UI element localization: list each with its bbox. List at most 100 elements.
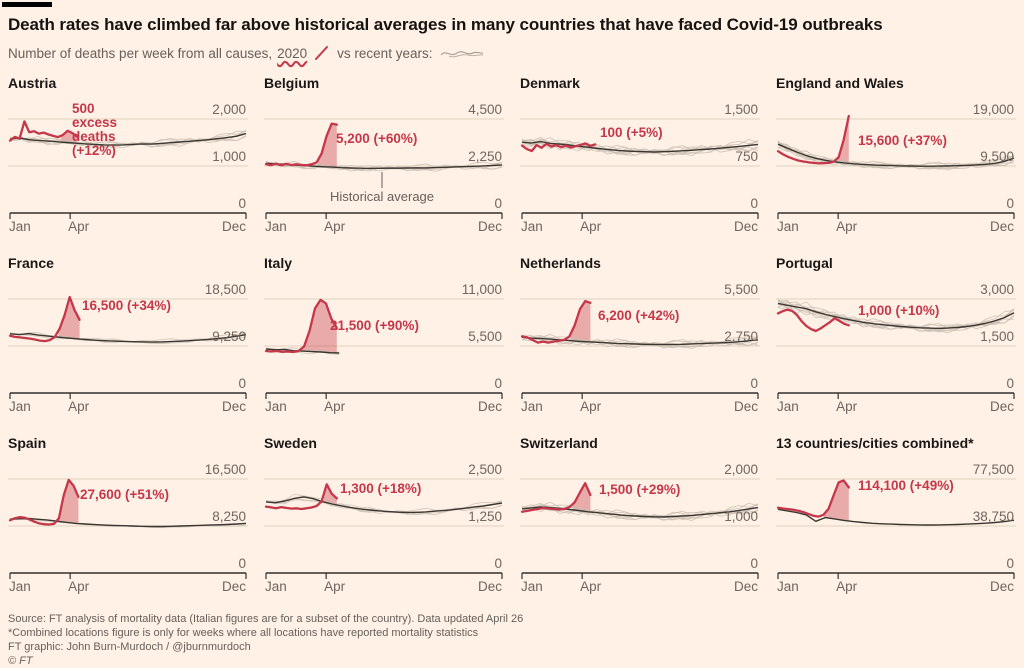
line-2020 (776, 479, 850, 518)
combined-footnote: *Combined locations figure is only for w… (8, 627, 479, 639)
excess-deaths-area (317, 123, 337, 168)
panel-title: England and Wales (776, 75, 904, 91)
y-tick-label: 1,500 (724, 102, 758, 117)
x-tick-label: Jan (521, 399, 543, 414)
excess-deaths-label: 6,200 (+42%) (598, 308, 679, 323)
recent-years-lines-legend-icon (441, 51, 484, 58)
y-tick-label: 1,000 (212, 149, 246, 164)
chart-panel-switzerland: Switzerland 2,000 1,000 0 Jan Apr Dec 1,500 (+2… (520, 435, 760, 600)
chart-header: Death rates have climbed far above histo… (0, 14, 1024, 61)
line-2020 (8, 295, 81, 343)
x-tick-label: Apr (324, 399, 346, 414)
source-note: Source: FT analysis of mortality data (I… (8, 613, 524, 625)
y-tick-label: 1,500 (980, 329, 1014, 344)
panel-title: 13 countries/cities combined* (776, 435, 974, 451)
excess-deaths-label: 15,600 (+37%) (858, 133, 947, 148)
charts-grid: Austria 2,000 1,000 0 Jan Apr Dec 500 excess deat… (8, 75, 1016, 600)
y-tick-label: 9,250 (212, 329, 246, 344)
chart-footer: Source: FT analysis of mortality data (I… (8, 612, 1024, 668)
panel-chart: 1,500 750 0 Jan Apr Dec 100 (+5%) (520, 102, 760, 234)
y-tick-label: 2,250 (468, 149, 502, 164)
x-tick-label: Jan (777, 399, 799, 414)
y-tick-label: 0 (750, 556, 758, 571)
y-tick-label: 0 (750, 376, 758, 391)
excess-deaths-area (824, 480, 849, 521)
chart-panel-france: France 18,500 9,250 0 Jan Apr Dec 16,500 (+34%) (8, 255, 248, 420)
excess-deaths-label: 500 (72, 101, 95, 116)
panel-title: Spain (8, 435, 47, 451)
x-tick-label: Apr (580, 579, 602, 594)
historical-average-annotation: Historical average (330, 189, 434, 204)
x-tick-label: Jan (9, 579, 31, 594)
historical-average-line (777, 508, 1015, 526)
historical-average-line (521, 140, 759, 153)
chart-panel-spain: Spain 16,500 8,250 0 Jan Apr Dec 27,600 (+51%) (8, 435, 248, 600)
panel-title: Belgium (264, 75, 320, 91)
y-tick-label: 750 (735, 149, 758, 164)
chart-panel-denmark: Denmark 1,500 750 0 Jan Apr Dec 100 (+5%) (520, 75, 760, 240)
panel-chart: 2,000 1,000 0 Jan Apr Dec 500excessdeaths(+12%… (8, 101, 248, 234)
y-tick-label: 0 (1006, 196, 1014, 211)
y-tick-label: 0 (1006, 556, 1014, 571)
y-tick-label: 0 (494, 376, 502, 391)
line-2020 (520, 482, 592, 513)
historical-average-line (9, 332, 247, 343)
panel-title: Netherlands (520, 255, 601, 271)
y-tick-label: 1,250 (468, 509, 502, 524)
excess-deaths-label: excess (72, 115, 117, 130)
excess-deaths-label: 1,300 (+18%) (340, 481, 421, 496)
x-tick-label: Jan (9, 219, 31, 234)
excess-deaths-area (835, 116, 849, 164)
chart-panel-england-and-wales: England and Wales 19,000 9,500 0 Jan Apr Dec 15… (776, 75, 1016, 240)
x-tick-label: Apr (68, 219, 90, 234)
recent-year-line (9, 135, 247, 149)
y-tick-label: 38,750 (973, 509, 1014, 524)
red-line-legend-icon (315, 46, 329, 60)
excess-deaths-label: 1,000 (+10%) (858, 303, 939, 318)
excess-deaths-label: 114,100 (+49%) (858, 478, 954, 493)
x-tick-label: Apr (324, 219, 346, 234)
x-tick-label: Jan (9, 399, 31, 414)
y-tick-label: 11,000 (462, 282, 502, 297)
line-2020 (264, 122, 338, 167)
panel-title: France (8, 255, 54, 271)
panel-title: Sweden (264, 435, 317, 451)
x-tick-label: Dec (478, 579, 502, 594)
x-tick-label: Dec (222, 399, 246, 414)
x-tick-label: Jan (777, 219, 799, 234)
x-tick-label: Dec (478, 219, 502, 234)
chart-panel-austria: Austria 2,000 1,000 0 Jan Apr Dec 500 excess deat… (8, 75, 248, 240)
chart-panel-belgium: Belgium 4,500 2,250 0 Jan Apr Dec 5,200 (+60%) H… (264, 75, 504, 240)
x-tick-label: Apr (324, 579, 346, 594)
y-tick-label: 0 (494, 196, 502, 211)
line-2020 (520, 142, 597, 153)
x-tick-label: Apr (836, 219, 858, 234)
y-tick-label: 8,250 (212, 509, 246, 524)
y-tick-label: 4,500 (468, 102, 502, 117)
panel-title: Austria (8, 75, 57, 91)
x-tick-label: Jan (265, 579, 287, 594)
historical-average-line (777, 143, 1015, 167)
ft-copyright: © FT (8, 655, 33, 667)
chart-panel-portugal: Portugal 3,000 1,500 0 Jan Apr Dec 1,000 (+10%) (776, 255, 1016, 420)
excess-deaths-label: 21,500 (+90%) (330, 318, 419, 333)
x-tick-label: Dec (222, 219, 246, 234)
legend-2020-label: 2020 (277, 45, 308, 61)
chart-subtitle: Number of deaths per week from all cause… (8, 45, 1014, 61)
panel-chart: 19,000 9,500 0 Jan Apr Dec 15,600 (+37%) (776, 102, 1016, 234)
chart-panel-sweden: Sweden 2,500 1,250 0 Jan Apr Dec 1,300 (+18%) (264, 435, 504, 600)
x-tick-label: Apr (836, 579, 858, 594)
panel-chart: 18,500 9,250 0 Jan Apr Dec 16,500 (+34%) (8, 282, 248, 414)
historical-average-line (9, 517, 247, 528)
y-tick-label: 18,500 (205, 282, 246, 297)
x-tick-label: Dec (734, 219, 758, 234)
excess-deaths-area (323, 484, 337, 505)
panel-title: Portugal (776, 255, 833, 271)
y-tick-label: 2,000 (212, 102, 246, 117)
y-tick-label: 2,000 (724, 462, 758, 477)
panel-chart: 5,500 2,750 0 Jan Apr Dec 6,200 (+42%) (520, 282, 760, 414)
x-tick-label: Jan (521, 579, 543, 594)
panel-title: Italy (264, 255, 293, 271)
excess-deaths-label: 1,500 (+29%) (599, 482, 680, 497)
line-2020 (264, 298, 338, 354)
